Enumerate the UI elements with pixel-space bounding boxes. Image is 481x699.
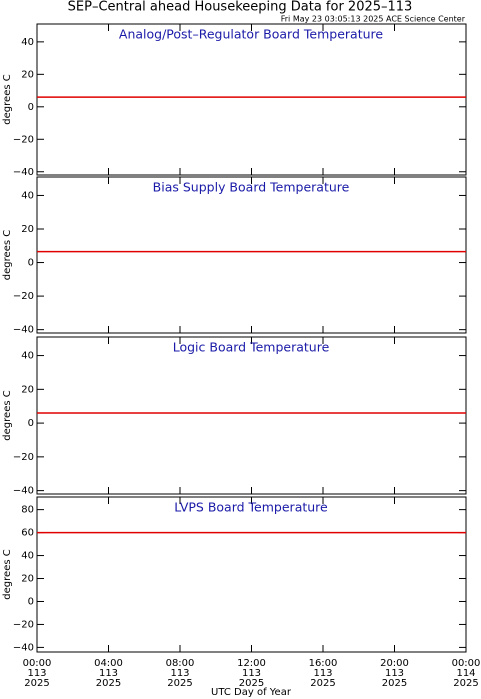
y-tick-label: 20: [21, 574, 34, 585]
x-tick-label-line: 2025: [382, 678, 407, 689]
x-tick-label-line: 12:00: [237, 658, 266, 669]
x-tick-label-line: 113: [313, 668, 332, 679]
chart-subtitle: Fri May 23 03:05:13 2025 ACE Science Cen…: [281, 15, 466, 24]
y-tick-label: 20: [21, 69, 34, 80]
x-tick-label-line: 113: [242, 668, 261, 679]
y-tick-label: −20: [13, 134, 34, 145]
x-tick-label: 00:00 114 2025: [452, 658, 481, 689]
x-tick-label: 20:00 113 2025: [380, 658, 409, 689]
y-tick-label: 40: [21, 351, 34, 362]
x-tick-label: 04:00 113 2025: [94, 658, 123, 689]
y-tick-label: 60: [21, 528, 34, 539]
y-axis-label: degrees C: [2, 390, 13, 440]
x-tick-label-line: 2025: [239, 678, 264, 689]
chart-title: SEP–Central ahead Housekeeping Data for …: [68, 0, 413, 15]
y-tick-label: −40: [13, 642, 34, 653]
y-axis-label: degrees C: [2, 74, 13, 124]
x-tick-label-line: 113: [99, 668, 118, 679]
x-tick-label: 12:00 113 2025: [237, 658, 266, 689]
panel-title: LVPS Board Temperature: [174, 500, 328, 515]
x-tick-label-line: 113: [27, 668, 46, 679]
y-tick-label: −20: [13, 452, 34, 463]
y-tick-label: 80: [21, 505, 34, 516]
x-tick-label-line: 00:00: [452, 658, 481, 669]
x-tick-label-line: 2025: [310, 678, 335, 689]
y-tick-label: 40: [21, 551, 34, 562]
x-tick-label-line: 04:00: [94, 658, 123, 669]
y-tick-label: 0: [28, 596, 34, 607]
x-tick-label-line: 08:00: [166, 658, 195, 669]
y-tick-label: 0: [28, 102, 34, 113]
y-tick-label: 40: [21, 37, 34, 48]
x-tick-label-line: 2025: [453, 678, 478, 689]
x-tick-label-line: 2025: [24, 678, 49, 689]
x-tick-label-line: 16:00: [309, 658, 338, 669]
y-tick-label: −40: [13, 486, 34, 497]
panel-title: Bias Supply Board Temperature: [153, 180, 350, 195]
x-tick-label: 16:00 113 2025: [309, 658, 338, 689]
y-tick-label: −20: [13, 291, 34, 302]
y-tick-label: 0: [28, 258, 34, 269]
y-tick-label: 40: [21, 190, 34, 201]
x-tick-label-line: 113: [170, 668, 189, 679]
x-tick-label-line: 00:00: [23, 658, 52, 669]
y-tick-label: −20: [13, 619, 34, 630]
x-tick-label: 00:00 113 2025: [23, 658, 52, 689]
x-tick-label-line: 20:00: [380, 658, 409, 669]
y-axis-label: degrees C: [2, 230, 13, 280]
y-tick-label: −40: [13, 325, 34, 336]
panel-title: Logic Board Temperature: [173, 340, 330, 355]
y-tick-label: 0: [28, 418, 34, 429]
x-tick-label-line: 2025: [167, 678, 192, 689]
y-tick-label: 20: [21, 224, 34, 235]
panel-title: Analog/Post–Regulator Board Temperature: [119, 27, 383, 42]
y-axis-label: degrees C: [2, 549, 13, 599]
x-tick-label-line: 113: [385, 668, 404, 679]
x-tick-label-line: 2025: [96, 678, 121, 689]
y-tick-label: 20: [21, 384, 34, 395]
y-tick-label: −40: [13, 167, 34, 178]
x-tick-label-line: 114: [456, 668, 475, 679]
x-axis-label: UTC Day of Year: [211, 687, 292, 698]
x-tick-label: 08:00 113 2025: [166, 658, 195, 689]
